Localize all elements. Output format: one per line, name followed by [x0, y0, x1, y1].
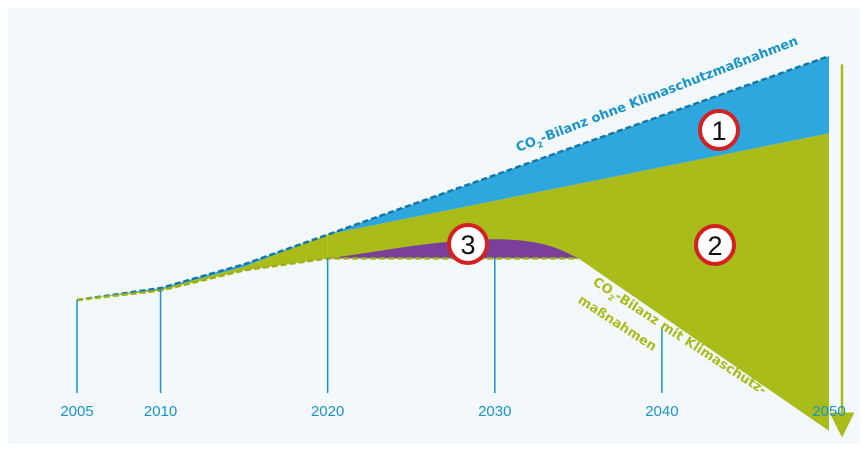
- label-ohne-co: CO: [514, 134, 539, 155]
- area-2: [327, 133, 829, 431]
- marker-3-ring: [447, 223, 489, 265]
- ticks-layer: [76, 258, 663, 393]
- tick-label-2005: 2005: [60, 403, 93, 420]
- tick-label-2050: 2050: [812, 403, 845, 420]
- series-line-mit: [76, 257, 579, 302]
- tick-label-2010: 2010: [144, 403, 177, 420]
- marker-2-text: 2: [707, 231, 722, 261]
- tick-label-2020: 2020: [311, 403, 344, 420]
- tick-label-2040: 2040: [645, 403, 678, 420]
- marker-1: 1: [698, 109, 740, 151]
- label-ohne-sub: 2: [536, 140, 544, 150]
- lines-layer: [76, 54, 855, 438]
- tick-label-2030: 2030: [478, 403, 511, 420]
- label-mit-sub: 2: [606, 293, 616, 304]
- marker-1-text: 1: [711, 116, 726, 146]
- marker-1-ring: [698, 109, 740, 151]
- markers-layer: 1 2 3: [447, 109, 740, 266]
- series-line-ohne: [76, 54, 830, 302]
- marker-3: 3: [447, 223, 489, 265]
- marker-2-ring: [694, 224, 736, 266]
- marker-2: 2: [694, 224, 736, 266]
- marker-3-text: 3: [460, 230, 475, 260]
- area-2-wedge: [77, 234, 328, 300]
